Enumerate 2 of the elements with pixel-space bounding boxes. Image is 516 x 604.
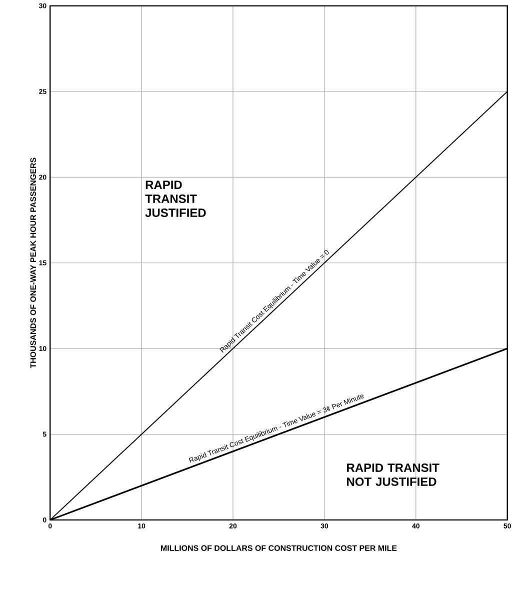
annotation: RAPID TRANSIT NOT JUSTIFIED bbox=[347, 463, 440, 486]
annotation: RAPID TRANSIT JUSTIFIED bbox=[145, 180, 206, 218]
